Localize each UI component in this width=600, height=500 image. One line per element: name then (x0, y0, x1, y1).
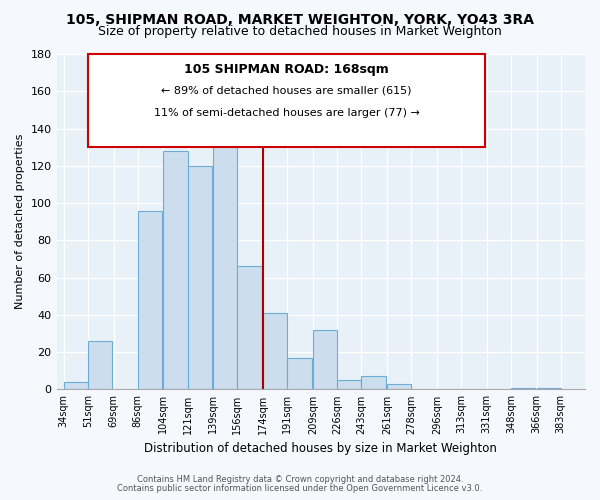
Bar (313, 330, 337, 390)
Bar (238, 266, 262, 390)
FancyBboxPatch shape (88, 54, 485, 147)
Text: ← 89% of detached houses are smaller (615): ← 89% of detached houses are smaller (61… (161, 86, 412, 96)
Bar (287, 358, 311, 390)
Bar (88, 341, 112, 390)
Text: 105 SHIPMAN ROAD: 168sqm: 105 SHIPMAN ROAD: 168sqm (184, 64, 389, 76)
Text: 11% of semi-detached houses are larger (77) →: 11% of semi-detached houses are larger (… (154, 108, 419, 118)
Text: Contains HM Land Registry data © Crown copyright and database right 2024.: Contains HM Land Registry data © Crown c… (137, 475, 463, 484)
Text: 105, SHIPMAN ROAD, MARKET WEIGHTON, YORK, YO43 3RA: 105, SHIPMAN ROAD, MARKET WEIGHTON, YORK… (66, 12, 534, 26)
Bar (361, 376, 386, 390)
Text: Size of property relative to detached houses in Market Weighton: Size of property relative to detached ho… (98, 25, 502, 38)
Bar (536, 388, 561, 390)
Bar (213, 108, 238, 390)
Bar (387, 384, 411, 390)
Bar (64, 382, 88, 390)
Bar (188, 166, 212, 390)
Y-axis label: Number of detached properties: Number of detached properties (15, 134, 25, 310)
X-axis label: Distribution of detached houses by size in Market Weighton: Distribution of detached houses by size … (145, 442, 497, 455)
Bar (337, 380, 361, 390)
Bar (138, 210, 162, 390)
Text: Contains public sector information licensed under the Open Government Licence v3: Contains public sector information licen… (118, 484, 482, 493)
Bar (511, 388, 535, 390)
Bar (163, 151, 188, 390)
Bar (263, 313, 287, 390)
